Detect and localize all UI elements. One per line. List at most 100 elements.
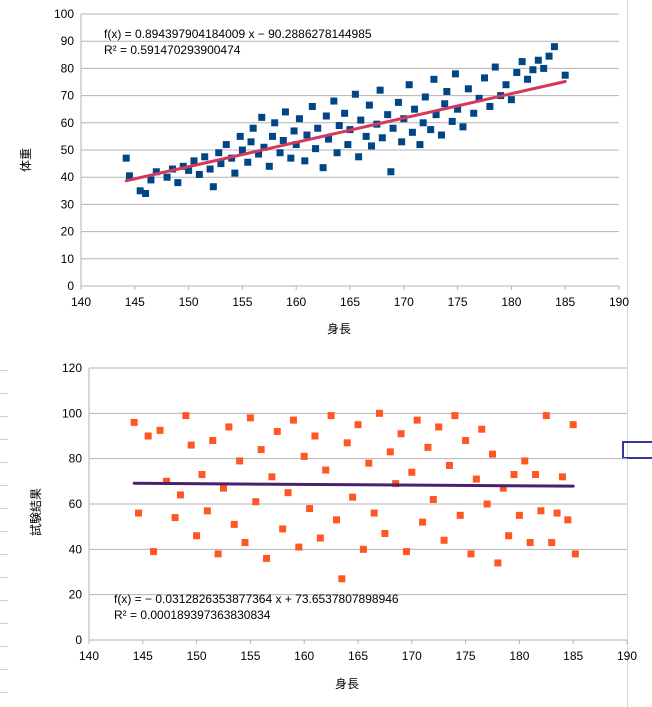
- data-point[interactable]: [284, 489, 292, 497]
- data-point[interactable]: [408, 468, 416, 476]
- data-point[interactable]: [540, 64, 548, 72]
- data-point[interactable]: [230, 520, 238, 528]
- data-point[interactable]: [362, 132, 370, 140]
- data-point[interactable]: [548, 539, 556, 547]
- data-point[interactable]: [130, 418, 138, 426]
- data-point[interactable]: [459, 123, 467, 131]
- data-point[interactable]: [252, 498, 260, 506]
- data-point[interactable]: [185, 166, 193, 174]
- data-point[interactable]: [427, 126, 435, 134]
- data-point[interactable]: [162, 477, 170, 485]
- data-point[interactable]: [424, 443, 432, 451]
- data-point[interactable]: [357, 116, 365, 124]
- data-point[interactable]: [279, 525, 287, 533]
- data-point[interactable]: [529, 66, 537, 74]
- data-point[interactable]: [322, 466, 330, 474]
- data-point[interactable]: [176, 491, 184, 499]
- data-point[interactable]: [430, 75, 438, 83]
- data-point[interactable]: [437, 131, 445, 139]
- data-point[interactable]: [136, 187, 144, 195]
- data-point[interactable]: [134, 509, 142, 517]
- data-point[interactable]: [150, 548, 158, 556]
- data-point[interactable]: [359, 545, 367, 553]
- data-point[interactable]: [451, 70, 459, 78]
- data-point[interactable]: [472, 475, 480, 483]
- data-point[interactable]: [276, 149, 284, 157]
- trendline[interactable]: [124, 80, 567, 183]
- cell-selection-box[interactable]: [622, 441, 652, 459]
- data-point[interactable]: [454, 105, 462, 113]
- data-point[interactable]: [156, 426, 164, 434]
- data-point[interactable]: [249, 124, 257, 132]
- data-point[interactable]: [443, 88, 451, 96]
- data-point[interactable]: [301, 157, 309, 165]
- data-point[interactable]: [241, 539, 249, 547]
- data-point[interactable]: [441, 100, 449, 108]
- data-point[interactable]: [545, 52, 553, 60]
- data-point[interactable]: [147, 176, 155, 184]
- data-point[interactable]: [295, 115, 303, 123]
- data-point[interactable]: [289, 416, 297, 424]
- data-point[interactable]: [571, 550, 579, 558]
- data-point[interactable]: [125, 172, 133, 180]
- data-point[interactable]: [408, 128, 416, 136]
- data-point[interactable]: [209, 437, 217, 445]
- data-point[interactable]: [419, 119, 427, 127]
- data-point[interactable]: [333, 149, 341, 157]
- data-point[interactable]: [378, 134, 386, 142]
- data-point[interactable]: [429, 495, 437, 503]
- data-point[interactable]: [491, 63, 499, 71]
- data-point[interactable]: [389, 124, 397, 132]
- data-point[interactable]: [483, 500, 491, 508]
- data-point[interactable]: [316, 534, 324, 542]
- data-point[interactable]: [290, 127, 298, 135]
- data-point[interactable]: [435, 423, 443, 431]
- data-point[interactable]: [515, 511, 523, 519]
- data-point[interactable]: [198, 471, 206, 479]
- data-point[interactable]: [312, 145, 320, 153]
- data-point[interactable]: [505, 532, 513, 540]
- data-point[interactable]: [502, 81, 510, 89]
- data-point[interactable]: [355, 153, 363, 161]
- data-point[interactable]: [193, 532, 201, 540]
- data-point[interactable]: [338, 575, 346, 583]
- data-point[interactable]: [238, 146, 246, 154]
- data-point[interactable]: [190, 157, 198, 165]
- data-point[interactable]: [486, 102, 494, 110]
- data-point[interactable]: [481, 74, 488, 82]
- data-point[interactable]: [448, 117, 456, 125]
- data-point[interactable]: [394, 98, 402, 106]
- data-point[interactable]: [209, 183, 217, 191]
- data-point[interactable]: [341, 109, 349, 117]
- data-point[interactable]: [478, 425, 486, 433]
- data-point[interactable]: [225, 423, 233, 431]
- data-point[interactable]: [314, 124, 322, 132]
- data-point[interactable]: [402, 548, 410, 556]
- data-point[interactable]: [335, 122, 343, 130]
- data-point[interactable]: [142, 190, 150, 198]
- data-point[interactable]: [499, 484, 507, 492]
- data-point[interactable]: [330, 97, 338, 105]
- data-point[interactable]: [416, 141, 424, 149]
- data-point[interactable]: [271, 119, 279, 127]
- data-point[interactable]: [220, 484, 227, 492]
- data-point[interactable]: [308, 102, 316, 110]
- data-point[interactable]: [171, 514, 179, 522]
- data-point[interactable]: [376, 409, 384, 417]
- trendline[interactable]: [132, 481, 575, 488]
- data-point[interactable]: [217, 160, 225, 168]
- data-point[interactable]: [526, 539, 534, 547]
- data-point[interactable]: [258, 113, 266, 121]
- data-point[interactable]: [322, 112, 330, 120]
- data-point[interactable]: [376, 86, 384, 94]
- data-point[interactable]: [398, 138, 406, 146]
- data-point[interactable]: [405, 81, 413, 89]
- data-point[interactable]: [507, 96, 515, 104]
- chart-weight-vs-height[interactable]: 0 10 20 30 40 50 60 70 80 90 100 140 145 150 155 160 165…: [19, 7, 629, 336]
- data-point[interactable]: [470, 109, 478, 117]
- data-point[interactable]: [244, 158, 252, 166]
- data-point[interactable]: [521, 457, 529, 465]
- data-point[interactable]: [255, 150, 263, 158]
- data-point[interactable]: [201, 153, 209, 161]
- data-point[interactable]: [370, 509, 378, 517]
